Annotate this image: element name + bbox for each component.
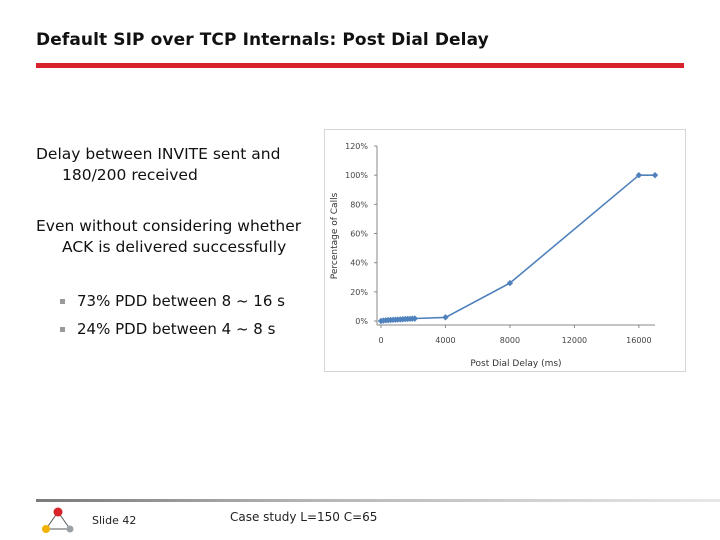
- y-tick-label: 20%: [350, 288, 368, 297]
- paragraph-delay: Delay between INVITE sent and 180/200 re…: [36, 144, 280, 186]
- bullet-text: 73% PDD between 8 ~ 16 s: [77, 292, 285, 310]
- y-tick-label: 0%: [355, 317, 368, 326]
- y-tick-group: 0% 20% 40% 60% 80% 100% 120%: [345, 142, 377, 326]
- x-tick-label: 4000: [435, 336, 455, 345]
- paragraph-delay-line2: 180/200 received: [62, 166, 198, 184]
- bullet-text: 24% PDD between 4 ~ 8 s: [77, 320, 276, 338]
- x-tick-label: 12000: [562, 336, 587, 345]
- series-line: [380, 174, 655, 322]
- paragraph-delay-line1: Delay between INVITE sent and: [36, 145, 281, 163]
- data-point-marker: [651, 171, 659, 179]
- footer-logo-icon: [42, 507, 74, 533]
- bullet-square-icon: [60, 298, 65, 304]
- y-tick-label: 100%: [345, 171, 368, 180]
- x-tick-label: 8000: [500, 336, 520, 345]
- footer-divider: [36, 499, 720, 502]
- x-axis-label: Post Dial Delay (ms): [470, 359, 561, 369]
- x-tick-label: 0: [378, 336, 383, 345]
- data-point-marker: [635, 171, 643, 179]
- pdd-chart: 0% 20% 40% 60% 80% 100% 120% 0 4000 8000 12000 160…: [324, 129, 686, 372]
- y-tick-label: 120%: [345, 142, 368, 151]
- data-point-marker: [442, 314, 449, 321]
- bullet-item: 24% PDD between 4 ~ 8 s: [60, 320, 275, 338]
- paragraph-ack-line2: ACK is delivered successfully: [62, 238, 287, 256]
- y-axis-label: Percentage of Calls: [330, 192, 340, 279]
- y-tick-label: 40%: [350, 259, 368, 268]
- data-point-marker: [506, 279, 514, 287]
- x-tick-group: 0 4000 8000 12000 16000: [378, 325, 652, 345]
- y-tick-label: 80%: [350, 200, 368, 209]
- slide-title: Default SIP over TCP Internals: Post Dia…: [36, 30, 489, 50]
- bullet-square-icon: [60, 326, 65, 332]
- bullet-item: 73% PDD between 8 ~ 16 s: [60, 292, 285, 310]
- series-point-group: [377, 171, 659, 325]
- x-tick-label: 16000: [626, 336, 651, 345]
- y-tick-label: 60%: [350, 230, 368, 239]
- case-study-note: Case study L=150 C=65: [230, 510, 378, 524]
- slide-number: Slide 42: [92, 514, 137, 527]
- data-point-marker: [411, 315, 419, 322]
- paragraph-ack: Even without considering whether ACK is …: [36, 216, 301, 258]
- chart-svg: 0% 20% 40% 60% 80% 100% 120% 0 4000 8000 12000 160…: [330, 142, 659, 369]
- paragraph-ack-line1: Even without considering whether: [36, 217, 302, 235]
- title-underline: [36, 63, 684, 68]
